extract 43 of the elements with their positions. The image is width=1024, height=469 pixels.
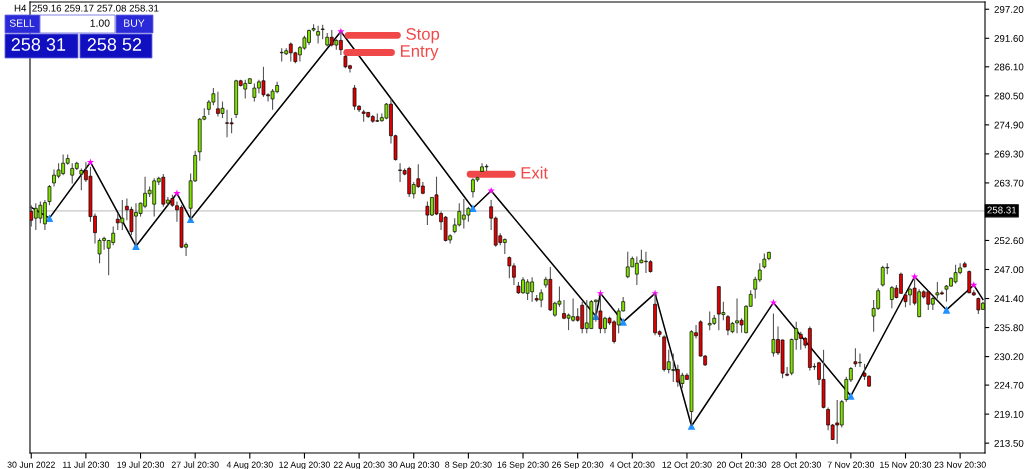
- x-tick-label: 16 Sep 20:30: [497, 461, 549, 469]
- y-tick-label: 263.70: [994, 179, 1024, 187]
- x-tick-label: 20 Oct 20:30: [716, 461, 767, 468]
- x-tick-label: 12 Aug 20:30: [279, 461, 330, 469]
- y-tick-label: 224.70: [994, 381, 1024, 389]
- x-tick-label: 8 Sep 20:30: [445, 461, 492, 469]
- x-tick-label: 30 Aug 20:30: [388, 461, 440, 469]
- x-tick-label: 19 Jul 20:30: [117, 461, 165, 468]
- y-tick-label: 269.30: [994, 150, 1024, 158]
- x-tick-label: 26 Sep 20:30: [552, 461, 604, 469]
- annotation: 1.00: [90, 19, 110, 27]
- annotation: BUY: [124, 19, 145, 27]
- x-tick-label: 15 Nov 20:30: [880, 461, 932, 468]
- annotation: H4 259.16 259.17 257.08 258.31: [14, 4, 159, 12]
- x-tick-label: 23 Nov 20:30: [934, 461, 986, 468]
- x-tick-label: 30 Jun 2022: [7, 461, 55, 468]
- y-tick-label: 213.50: [994, 439, 1024, 447]
- y-tick-label: 297.20: [994, 5, 1024, 13]
- y-tick-label: 230.20: [994, 353, 1024, 361]
- y-tick-label: 219.10: [994, 410, 1024, 418]
- annotation: SELL: [9, 19, 35, 27]
- x-tick-label: 27 Jul 20:30: [171, 461, 219, 468]
- x-tick-label: 7 Nov 20:30: [827, 461, 875, 468]
- y-tick-label: 280.50: [994, 92, 1024, 100]
- annotation: Entry: [400, 45, 439, 61]
- x-tick-label: 12 Oct 20:30: [662, 461, 712, 468]
- y-tick-label: 247.00: [994, 266, 1024, 274]
- y-tick-label: 286.10: [994, 63, 1024, 71]
- x-tick-label: 11 Jul 20:30: [63, 461, 110, 468]
- x-tick-label: 4 Oct 20:30: [609, 461, 655, 468]
- x-tick-label: 22 Aug 20:30: [333, 461, 385, 469]
- y-tick-label: 274.90: [994, 121, 1024, 129]
- annotation: 258 52: [87, 38, 142, 51]
- y-tick-label: 235.80: [994, 324, 1024, 332]
- annotation: Stop: [406, 28, 440, 44]
- y-tick-label: 252.60: [994, 237, 1024, 245]
- annotation: Exit: [521, 166, 548, 179]
- x-tick-label: 4 Aug 20:30: [226, 461, 273, 469]
- annotation: 258 31: [11, 38, 66, 51]
- y-tick-label: 241.40: [994, 295, 1024, 303]
- x-tick-label: 28 Oct 20:30: [771, 461, 821, 468]
- y-tick-label: 291.60: [994, 35, 1024, 42]
- ref-line-label: 258.31: [987, 206, 1017, 214]
